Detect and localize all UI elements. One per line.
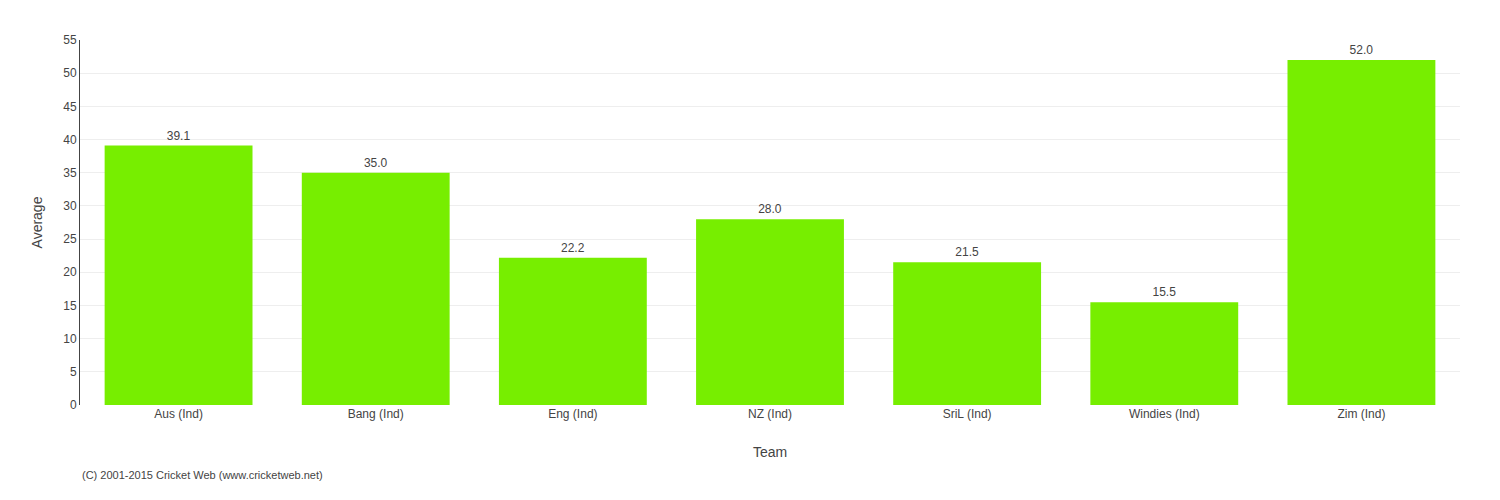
svg-text:NZ (Ind): NZ (Ind) [748,407,792,421]
svg-text:30: 30 [63,199,77,213]
svg-text:(C) 2001-2015 Cricket Web (www: (C) 2001-2015 Cricket Web (www.cricketwe… [82,469,323,481]
svg-text:Team: Team [753,444,787,460]
svg-text:15: 15 [63,299,77,313]
svg-text:35: 35 [63,166,77,180]
svg-text:Bang (Ind): Bang (Ind) [348,407,404,421]
svg-text:52.0: 52.0 [1350,43,1374,57]
svg-text:0: 0 [70,398,77,412]
svg-text:25: 25 [63,232,77,246]
svg-text:55: 55 [63,33,77,47]
svg-text:20: 20 [63,265,77,279]
svg-text:35.0: 35.0 [364,156,388,170]
svg-text:28.0: 28.0 [758,202,782,216]
svg-text:50: 50 [63,66,77,80]
svg-text:Eng (Ind): Eng (Ind) [548,407,597,421]
svg-text:40: 40 [63,133,77,147]
svg-text:Zim (Ind): Zim (Ind) [1337,407,1385,421]
svg-text:SriL (Ind): SriL (Ind) [943,407,992,421]
svg-text:21.5: 21.5 [955,245,979,259]
svg-text:5: 5 [70,365,77,379]
svg-text:10: 10 [63,332,77,346]
svg-text:45: 45 [63,100,77,114]
svg-text:39.1: 39.1 [167,129,191,143]
svg-text:22.2: 22.2 [561,241,585,255]
svg-text:Windies (Ind): Windies (Ind) [1129,407,1200,421]
svg-text:15.5: 15.5 [1152,285,1176,299]
svg-text:Aus (Ind): Aus (Ind) [154,407,203,421]
svg-text:Average: Average [29,196,45,248]
